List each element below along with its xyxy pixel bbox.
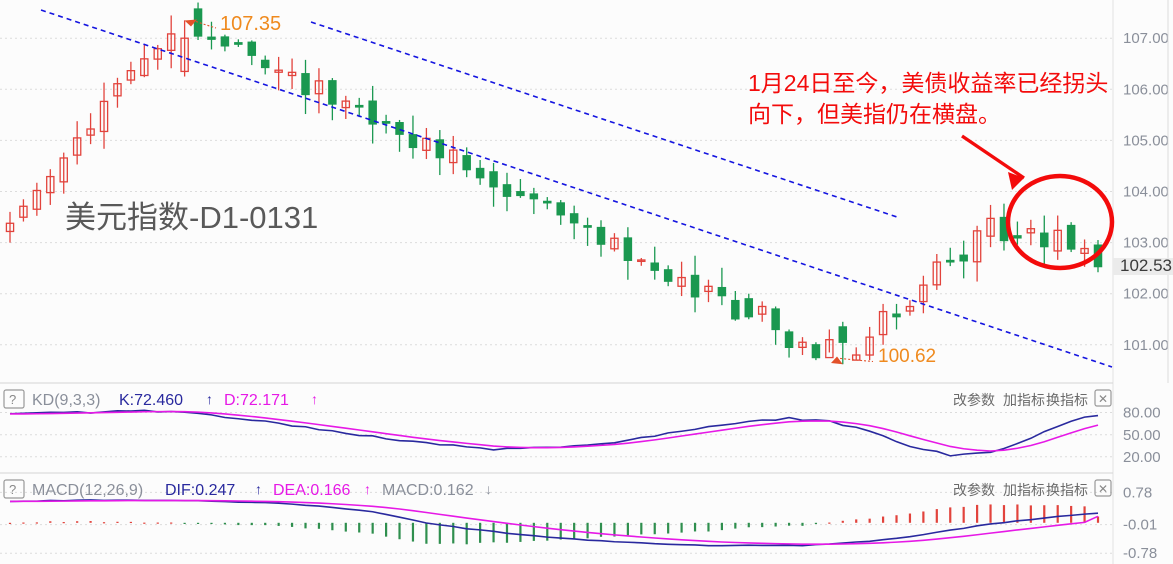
svg-text:K:72.460: K:72.460: [119, 392, 183, 409]
svg-text:↑: ↑: [255, 481, 262, 497]
svg-text:80.00: 80.00: [1123, 405, 1161, 422]
svg-text:换指标: 换指标: [1046, 482, 1088, 498]
svg-text:20.00: 20.00: [1123, 449, 1161, 466]
svg-text:?: ?: [9, 392, 16, 407]
svg-text:MACD:0.162: MACD:0.162: [382, 482, 474, 499]
svg-text:102.00: 102.00: [1123, 286, 1169, 303]
svg-text:↑: ↑: [311, 391, 318, 407]
svg-text:107.00: 107.00: [1123, 30, 1169, 47]
svg-text:DIF:0.247: DIF:0.247: [165, 482, 235, 499]
svg-text:改参数: 改参数: [953, 482, 995, 498]
svg-text:1月24日至今，美债收益率已经拐头: 1月24日至今，美债收益率已经拐头: [748, 70, 1108, 96]
svg-text:↑: ↑: [206, 391, 213, 407]
svg-text:↓: ↓: [485, 481, 492, 497]
svg-text:加指标: 加指标: [1003, 392, 1045, 408]
svg-text:100.62: 100.62: [878, 346, 936, 367]
svg-text:107.35: 107.35: [220, 13, 281, 35]
svg-text:✕: ✕: [1098, 392, 1108, 406]
svg-text:KD(9,3,3): KD(9,3,3): [32, 392, 100, 409]
svg-text:向下，但美指仍在横盘。: 向下，但美指仍在横盘。: [748, 101, 1001, 127]
svg-text:加指标: 加指标: [1003, 482, 1045, 498]
svg-text:106.00: 106.00: [1123, 81, 1169, 98]
svg-text:105.00: 105.00: [1123, 132, 1169, 149]
svg-text:DEA:0.166: DEA:0.166: [273, 482, 350, 499]
svg-text:103.00: 103.00: [1123, 235, 1169, 252]
svg-text:改参数: 改参数: [953, 392, 995, 408]
svg-text:?: ?: [9, 482, 16, 497]
svg-text:MACD(12,26,9): MACD(12,26,9): [32, 482, 143, 499]
svg-text:-0.01: -0.01: [1123, 517, 1157, 534]
svg-text:美元指数-D1-0131: 美元指数-D1-0131: [65, 200, 318, 235]
svg-text:D:72.171: D:72.171: [224, 392, 289, 409]
svg-text:-0.78: -0.78: [1123, 545, 1157, 562]
svg-text:✕: ✕: [1098, 482, 1108, 496]
svg-text:101.00: 101.00: [1123, 337, 1169, 354]
svg-text:↑: ↑: [364, 481, 371, 497]
svg-text:104.00: 104.00: [1123, 184, 1169, 201]
svg-text:0.78: 0.78: [1123, 484, 1152, 501]
svg-text:50.00: 50.00: [1123, 427, 1161, 444]
svg-text:102.53: 102.53: [1120, 256, 1172, 275]
svg-text:换指标: 换指标: [1046, 392, 1088, 408]
